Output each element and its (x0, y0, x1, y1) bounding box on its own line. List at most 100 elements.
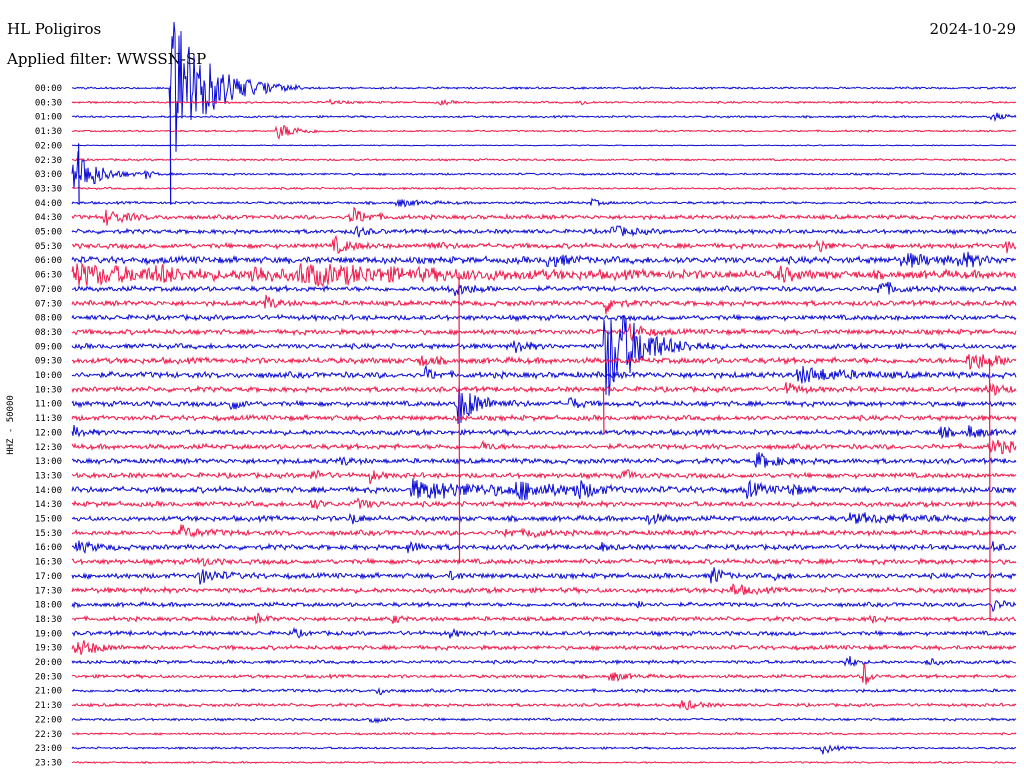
time-tick-label: 14:00 (35, 486, 62, 496)
trace-line-2230 (71, 731, 1017, 736)
time-tick-label: 13:30 (35, 471, 62, 481)
time-tick-label: 13:00 (35, 457, 62, 467)
time-tick-label: 00:00 (35, 84, 62, 94)
trace-line-0530 (71, 234, 1017, 254)
time-tick-label: 18:00 (35, 601, 62, 611)
time-tick-label: 06:30 (35, 271, 62, 281)
trace-line-0700 (71, 281, 1017, 297)
large-event-spike (169, 85, 172, 205)
time-tick-label: 20:30 (35, 672, 62, 682)
time-tick-label: 22:30 (35, 730, 62, 740)
trace-line-0230 (71, 157, 1017, 162)
time-tick-label: 11:30 (35, 414, 62, 424)
time-tick-label: 21:30 (35, 701, 62, 711)
trace-line-0630 (71, 262, 1017, 288)
trace-line-1830 (71, 612, 1017, 625)
trace-line-0400 (71, 197, 1017, 208)
time-tick-label: 14:30 (35, 500, 62, 510)
trace-line-1930 (71, 640, 1017, 656)
trace-line-2200 (71, 716, 1017, 724)
time-tick-label: 15:30 (35, 529, 62, 539)
trace-line-0800 (71, 313, 1017, 323)
trace-line-1630 (71, 557, 1017, 567)
time-tick-label: 10:00 (35, 371, 62, 381)
trace-line-1200 (71, 424, 1017, 440)
time-tick-label: 22:00 (35, 715, 62, 725)
trace-line-1430 (71, 497, 1017, 510)
trace-line-0330 (71, 186, 1017, 191)
time-tick-label: 00:30 (35, 98, 62, 108)
trace-line-2330 (71, 760, 1017, 765)
time-tick-label: 09:00 (35, 342, 62, 352)
trace-line-1700 (71, 567, 1017, 585)
trace-line-0000 (71, 22, 1017, 152)
time-tick-label: 05:30 (35, 242, 62, 252)
trace-line-1030 (71, 382, 1017, 396)
trace-line-1730 (71, 583, 1017, 596)
trace-line-0130 (71, 124, 1017, 140)
time-tick-label: 03:30 (35, 184, 62, 194)
time-tick-label: 15:00 (35, 515, 62, 525)
trace-line-0730 (71, 294, 1017, 315)
time-tick-label: 16:30 (35, 558, 62, 568)
trace-line-1400 (71, 478, 1017, 501)
time-tick-label: 17:00 (35, 572, 62, 582)
time-tick-label: 07:00 (35, 285, 62, 295)
trace-line-0430 (71, 206, 1017, 226)
trace-line-2000 (71, 655, 1017, 668)
trace-line-2030 (71, 663, 1017, 685)
trace-line-0030 (71, 98, 1017, 106)
trace-line-1230 (71, 439, 1017, 455)
time-tick-label: 08:00 (35, 314, 62, 324)
trace-line-1900 (71, 626, 1017, 639)
date-label: 2024-10-29 (929, 20, 1016, 38)
time-tick-label: 04:30 (35, 213, 62, 223)
trace-line-0930 (71, 354, 1017, 370)
time-tick-label: 16:00 (35, 543, 62, 553)
time-tick-label: 02:30 (35, 156, 62, 166)
trace-line-0830 (71, 323, 1017, 342)
trace-line-0100 (71, 112, 1017, 123)
trace-line-1300 (71, 452, 1017, 468)
time-tick-labels: 00:00 00:30 01:00 01:30 02:00 02:30 03:00 03:30… (35, 84, 62, 768)
trace-line-0900 (71, 314, 1017, 396)
time-tick-label: 01:00 (35, 113, 62, 123)
trace-line-1130 (71, 413, 1017, 423)
trace-line-0300 (71, 151, 1017, 189)
time-tick-label: 02:00 (35, 141, 62, 151)
filter-label: Applied filter: WWSSN-SP (7, 50, 207, 68)
time-tick-label: 10:30 (35, 385, 62, 395)
time-tick-label: 19:30 (35, 644, 62, 654)
large-event-spike (458, 272, 461, 564)
trace-line-2130 (71, 699, 1017, 711)
time-tick-label: 17:30 (35, 586, 62, 596)
trace-line-0200 (71, 144, 1017, 147)
trace-line-1330 (71, 468, 1017, 485)
time-tick-label: 23:00 (35, 744, 62, 754)
time-tick-label: 11:00 (35, 400, 62, 410)
time-tick-label: 07:30 (35, 299, 62, 309)
time-tick-label: 03:00 (35, 170, 62, 180)
time-tick-label: 12:00 (35, 428, 62, 438)
trace-line-1500 (71, 512, 1017, 526)
time-tick-label: 12:30 (35, 443, 62, 453)
trace-line-0500 (71, 225, 1017, 238)
large-event-spike (602, 387, 605, 435)
time-tick-label: 09:30 (35, 357, 62, 367)
trace-line-1000 (71, 364, 1017, 384)
trace-line-2100 (71, 686, 1017, 696)
time-tick-label: 21:00 (35, 687, 62, 697)
trace-line-1530 (71, 524, 1017, 539)
trace-line-2300 (71, 744, 1017, 755)
large-event-spike (78, 143, 80, 205)
time-tick-label: 04:00 (35, 199, 62, 209)
station-title: HL Poligiros (7, 20, 102, 38)
time-tick-label: 05:00 (35, 228, 62, 238)
time-tick-label: 19:00 (35, 629, 62, 639)
trace-line-1600 (71, 540, 1017, 554)
time-tick-label: 01:30 (35, 127, 62, 137)
trace-line-0600 (71, 251, 1017, 268)
seismogram-traces (71, 22, 1017, 765)
trace-line-1100 (71, 385, 1017, 424)
time-tick-label: 20:00 (35, 658, 62, 668)
